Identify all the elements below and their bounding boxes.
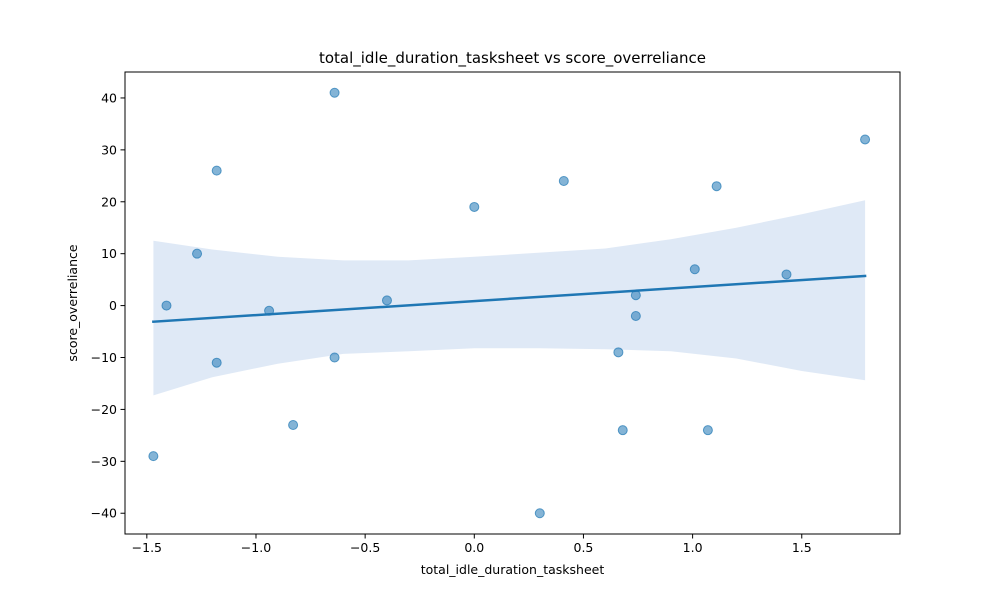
y-tick-label: −10 [91, 350, 117, 365]
x-axis-label: total_idle_duration_tasksheet [421, 562, 605, 577]
x-tick-label: −1.0 [241, 540, 271, 555]
x-tick-label: −0.5 [350, 540, 380, 555]
data-point [161, 300, 172, 311]
data-points-layer [148, 87, 871, 519]
plot-frame [124, 71, 901, 535]
data-point [630, 290, 641, 301]
data-point [613, 347, 624, 358]
data-point [558, 176, 569, 187]
x-axis-ticks: −1.5 −1.0 −0.5 0.0 0.5 1.0 1.5 [132, 534, 812, 555]
data-point [211, 357, 222, 368]
y-tick-label: 40 [101, 90, 117, 105]
data-point [192, 248, 203, 259]
data-point [617, 425, 628, 436]
x-tick-label: 0.0 [464, 540, 484, 555]
y-tick-label: 20 [101, 194, 117, 209]
y-axis-label: score_overreliance [65, 244, 80, 361]
data-point [534, 508, 545, 519]
chart-title: total_idle_duration_tasksheet vs score_o… [319, 49, 706, 68]
data-point [329, 352, 340, 363]
data-point [329, 87, 340, 98]
data-point [702, 425, 713, 436]
y-tick-label: 0 [109, 298, 117, 313]
data-point [381, 295, 392, 306]
y-tick-label: −40 [91, 506, 117, 521]
x-tick-label: 1.5 [792, 540, 812, 555]
y-tick-label: −20 [91, 402, 117, 417]
y-axis-ticks: −40 −30 −20 −10 0 10 20 30 40 [91, 90, 125, 521]
data-point [689, 264, 700, 275]
data-point [860, 134, 871, 145]
x-tick-label: 0.5 [574, 540, 594, 555]
data-point [711, 181, 722, 192]
data-point [630, 310, 641, 321]
y-tick-label: 30 [101, 142, 117, 157]
data-point [781, 269, 792, 280]
data-point [148, 451, 159, 462]
x-tick-label: −1.5 [132, 540, 162, 555]
x-tick-label: 1.0 [683, 540, 703, 555]
data-point [264, 305, 275, 316]
data-point [469, 201, 480, 212]
data-point [288, 419, 299, 430]
y-tick-label: −30 [91, 454, 117, 469]
y-tick-label: 10 [101, 246, 117, 261]
data-point [211, 165, 222, 176]
